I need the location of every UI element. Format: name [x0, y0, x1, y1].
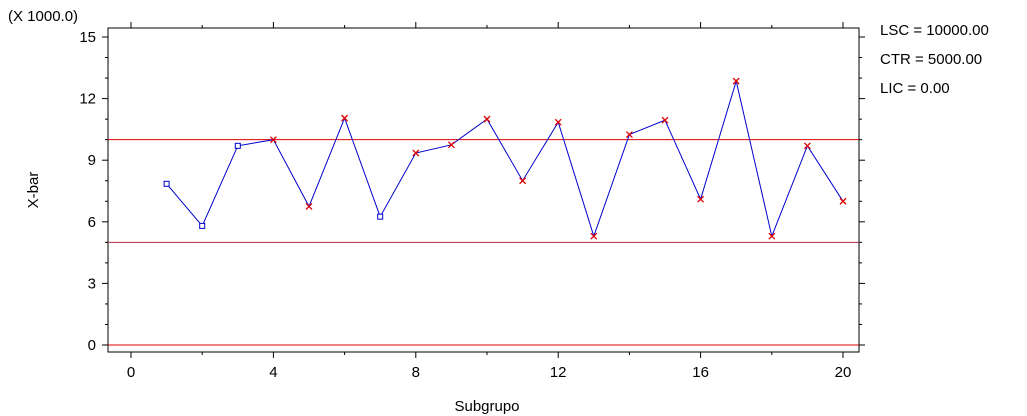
data-point-x [447, 141, 455, 149]
data-point-x [305, 202, 313, 210]
data-point-square [234, 142, 241, 149]
y-tick-label: 6 [88, 214, 96, 231]
x-tick-label: 16 [692, 364, 709, 381]
data-point-x [732, 77, 740, 85]
data-point-square [377, 213, 384, 220]
y-tick-label: 15 [79, 29, 96, 46]
upper-limit-label: LSC = 10000.00 [880, 22, 989, 39]
data-point-x [519, 177, 527, 185]
y-tick-label: 12 [79, 91, 96, 108]
data-point-x [554, 118, 562, 126]
data-point-square [163, 180, 170, 187]
lower-limit-label: LIC = 0.00 [880, 80, 950, 97]
data-point-square [199, 222, 206, 229]
x-tick-label: 12 [550, 364, 567, 381]
data-point-x [625, 131, 633, 138]
data-point-x [768, 232, 776, 240]
x-tick-label: 4 [269, 364, 277, 381]
data-point-x [803, 142, 811, 150]
y-tick-label: 3 [88, 275, 96, 292]
data-point-x [697, 195, 705, 203]
data-point-x [483, 115, 491, 123]
data-point-x [412, 149, 420, 157]
y-scale-note: (X 1000.0) [8, 8, 79, 25]
data-point-x [661, 116, 669, 124]
y-axis-title: X-bar [25, 172, 42, 209]
x-axis-title: Subgrupo [454, 398, 519, 415]
data-point-x [341, 114, 349, 122]
x-tick-label: 8 [412, 364, 420, 381]
y-tick-label: 9 [88, 152, 96, 169]
data-point-x [590, 232, 598, 240]
y-tick-label: 0 [88, 337, 96, 354]
xbar-series-line [166, 79, 844, 238]
x-tick-label: 0 [127, 364, 135, 381]
data-point-x [269, 136, 277, 144]
x-tick-label: 20 [835, 364, 852, 381]
plot-frame [107, 27, 860, 353]
center-line-label: CTR = 5000.00 [880, 51, 983, 68]
data-point-x [839, 197, 847, 205]
